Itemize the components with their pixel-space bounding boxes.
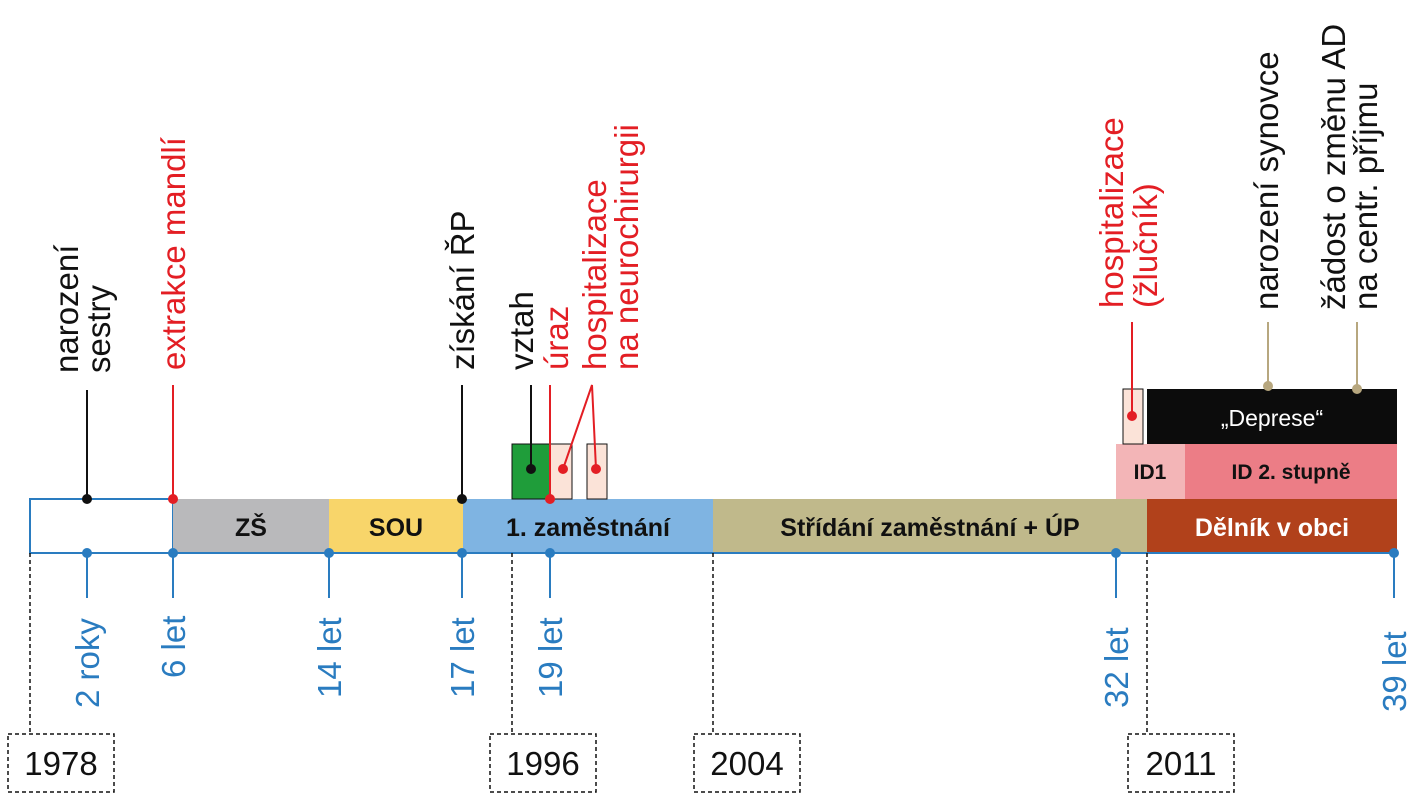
age-label-2: 2 roky	[69, 618, 106, 708]
depression-bar	[1147, 389, 1397, 444]
event-label-relationship: vztah	[503, 291, 540, 370]
year-label-1996: 1996	[506, 745, 579, 782]
segment-label-alternating-jobs: Střídání zaměstnání + ÚP	[780, 512, 1079, 542]
neurosurgery-dot-1	[558, 464, 568, 474]
year-box-2011	[1127, 733, 1235, 793]
nephew-dot	[1263, 381, 1273, 391]
age-dot-17	[457, 548, 467, 558]
year-box-2004	[693, 733, 801, 793]
year-axis: 1978 1996 2004 2011	[7, 553, 1235, 793]
segment-label-worker: Dělník v obci	[1195, 514, 1349, 542]
age-label-17: 17 let	[444, 617, 481, 698]
year-label-2004: 2004	[710, 745, 783, 782]
relationship-dot	[526, 464, 536, 474]
event-label-license: získání ŘP	[444, 210, 481, 370]
age-label-32: 32 let	[1098, 627, 1135, 708]
event-label-neurosurgery-1: hospitalizace	[576, 179, 613, 370]
event-label-neurosurgery-2: na neurochirurgii	[608, 124, 645, 370]
sister-birth-dot	[82, 494, 92, 504]
neurosurgery-pointer	[562, 384, 597, 470]
age-dot-19	[545, 548, 555, 558]
segment-early-childhood	[29, 498, 174, 554]
age-dot-32	[1111, 548, 1121, 558]
segment-sou	[329, 499, 463, 553]
year-box-1978	[7, 733, 115, 793]
id2-segment	[1185, 444, 1397, 499]
event-labels: narození sestry extrakce mandlí získání …	[48, 24, 1384, 373]
id1-segment	[1116, 444, 1185, 499]
event-label-sister-birth-2: sestry	[80, 284, 117, 373]
id-row: ID1 ID 2. stupně	[1116, 444, 1397, 499]
depression-row: „Deprese“	[1147, 389, 1397, 444]
event-label-ad-request-2: na centr. příjmu	[1347, 83, 1384, 310]
age-label-19: 19 let	[532, 617, 569, 698]
year-box-1996	[489, 733, 597, 793]
event-label-tonsil: extrakce mandlí	[155, 137, 192, 370]
age-dot-14	[324, 548, 334, 558]
event-label-injury: úraz	[538, 306, 575, 370]
year-label-2011: 2011	[1146, 745, 1217, 782]
segment-alternating-jobs	[713, 499, 1147, 553]
license-dot	[457, 494, 467, 504]
id2-label: ID 2. stupně	[1231, 461, 1350, 484]
ad-request-dot	[1352, 384, 1362, 394]
event-label-gallbladder-1: hospitalizace	[1093, 117, 1130, 308]
event-blocks	[511, 388, 1144, 500]
event-label-nephew-birth: narození synovce	[1248, 51, 1285, 310]
segment-zs	[173, 499, 329, 553]
segment-first-job	[463, 499, 713, 553]
life-bar: ZŠ SOU 1. zaměstnání Střídání zaměstnání…	[29, 498, 1397, 554]
neurosurgery-dot-2	[591, 464, 601, 474]
tonsil-dot	[168, 494, 178, 504]
year-label-1978: 1978	[24, 745, 97, 782]
event-label-ad-request-1: žádost o změnu AD	[1315, 24, 1352, 310]
age-dot-2	[82, 548, 92, 558]
segment-label-sou: SOU	[369, 514, 423, 542]
depression-label: „Deprese“	[1221, 405, 1323, 431]
event-label-sister-birth-1: narození	[48, 245, 85, 373]
segment-label-first-job: 1. zaměstnání	[506, 514, 671, 542]
segment-worker	[1147, 499, 1397, 553]
age-dot-6	[168, 548, 178, 558]
segment-label-zs: ZŠ	[235, 512, 267, 542]
age-axis: 2 roky 6 let 14 let 17 let 19 let 32 let…	[30, 548, 1412, 712]
event-pointers	[82, 322, 1362, 504]
age-label-6: 6 let	[155, 616, 192, 678]
event-label-gallbladder-2: (žlučník)	[1127, 183, 1164, 308]
age-dot-39	[1389, 548, 1399, 558]
age-label-39: 39 let	[1376, 631, 1412, 712]
age-label-14: 14 let	[311, 617, 348, 698]
id1-label: ID1	[1134, 461, 1167, 484]
injury-dot	[545, 494, 555, 504]
gallbladder-dot	[1127, 411, 1137, 421]
